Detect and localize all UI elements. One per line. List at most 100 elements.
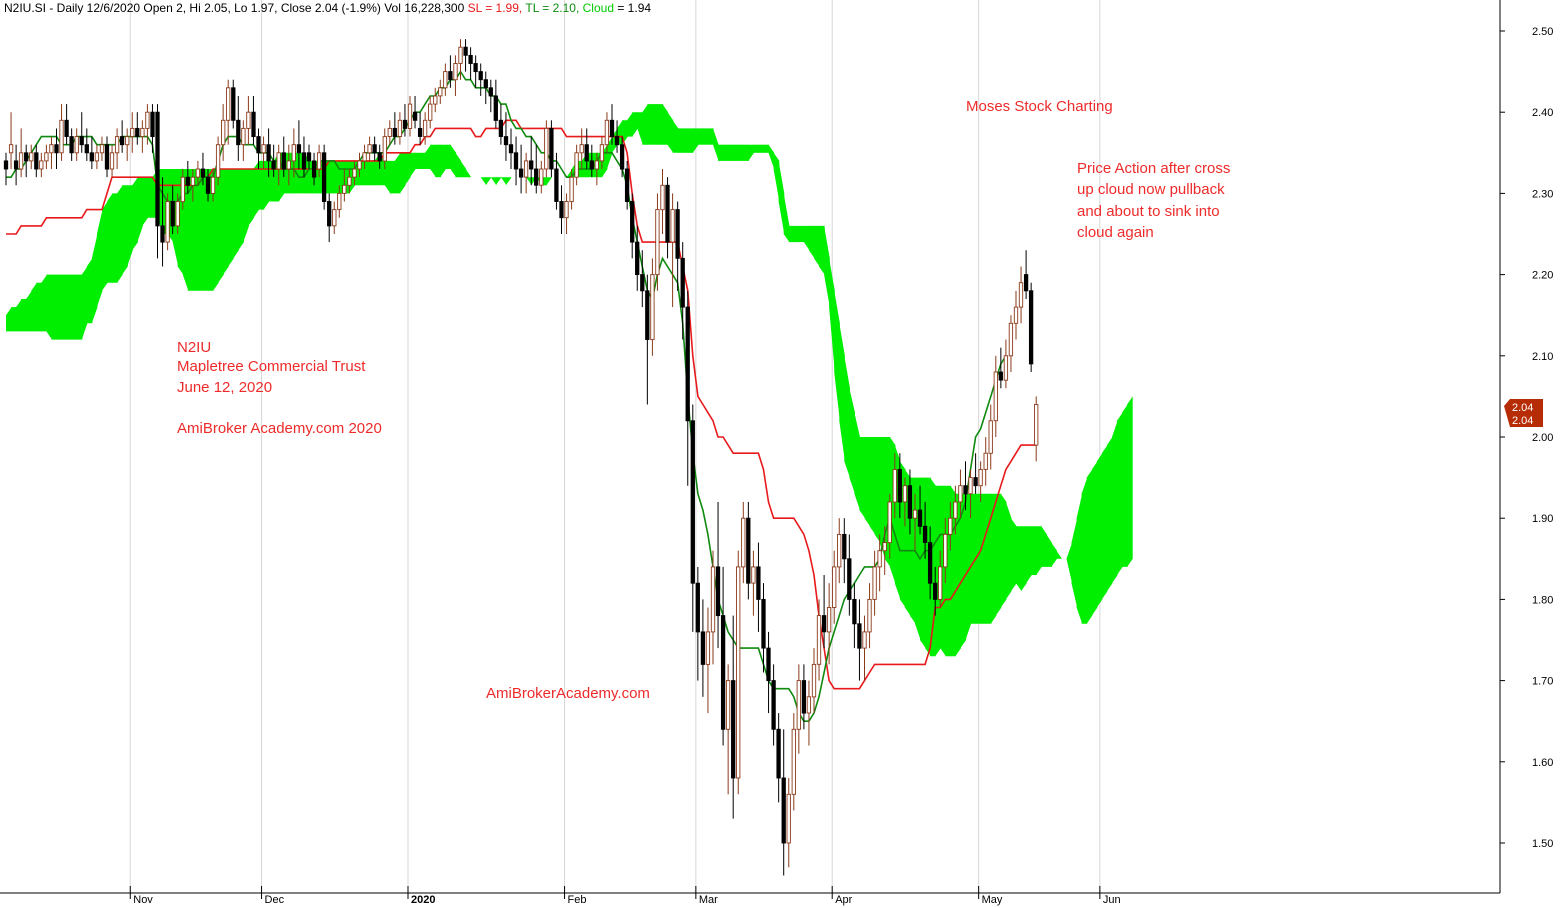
cloud-segment [248, 169, 254, 226]
candle-body [357, 160, 362, 170]
candle-body [150, 111, 155, 138]
cloud-segment [425, 144, 431, 169]
cloud-segment [783, 193, 790, 243]
candle-body [276, 152, 281, 170]
cloud-segment [41, 274, 47, 332]
cloud-segment [1081, 477, 1088, 624]
candle-body [842, 533, 847, 560]
candle [781, 729, 786, 876]
candle-body [231, 87, 236, 121]
candle-body [902, 485, 908, 503]
candle-body [741, 517, 746, 568]
cloud-segment [662, 104, 669, 145]
candle-body [185, 176, 190, 186]
candle-body [145, 111, 150, 129]
candle-body [337, 192, 342, 211]
candle [635, 225, 640, 291]
candle-body [670, 209, 675, 243]
candle-body [609, 119, 615, 137]
candle [847, 534, 852, 616]
last-price-tag: 2.04 2.04 [1504, 399, 1543, 427]
candle-body [927, 542, 933, 584]
candle [109, 144, 115, 178]
candle [291, 128, 296, 178]
cloud-segment [1076, 493, 1083, 624]
candle-body [498, 119, 504, 137]
candle-body [195, 168, 201, 178]
candle [650, 258, 655, 356]
candle [327, 193, 332, 243]
cloud-segment [763, 144, 770, 153]
candle [922, 501, 928, 559]
cloud-segment [389, 160, 396, 194]
cloud-segment [960, 493, 967, 649]
candle-body [938, 566, 943, 600]
candle-body [1028, 290, 1034, 365]
cloud-segment [394, 152, 401, 194]
cloud-segment [803, 225, 810, 251]
candle [589, 144, 594, 178]
x-tick-label: Mar [699, 894, 718, 906]
candle-body [665, 184, 670, 243]
candle-body [503, 136, 509, 146]
cloud-segment [435, 144, 441, 178]
candle-body [352, 168, 357, 178]
candle-body [39, 160, 44, 170]
candle-body [569, 176, 574, 203]
candle [422, 112, 428, 145]
candle [933, 566, 938, 616]
cloud-segment [132, 177, 138, 251]
cloud-segment [223, 169, 229, 275]
cloud-segment [758, 144, 765, 153]
cloud-segment [844, 355, 850, 478]
candle-body [816, 615, 822, 665]
cloud-segment [990, 493, 997, 624]
candle-body [18, 152, 24, 170]
candle [791, 713, 796, 811]
candle-body [1003, 355, 1009, 381]
candle [13, 144, 19, 186]
candle [145, 104, 150, 145]
candle-body [821, 615, 827, 633]
candle [417, 112, 423, 145]
candle [89, 136, 94, 170]
candle [826, 583, 832, 665]
candle [842, 518, 847, 584]
cloud-segment [1101, 445, 1108, 600]
candle [357, 152, 362, 178]
candle-body [736, 566, 741, 779]
candle-body [554, 168, 559, 202]
candle-body [493, 95, 498, 121]
candle-body [407, 103, 413, 129]
candle-body [261, 144, 266, 154]
candle-body [210, 176, 216, 194]
cloud-segment [980, 493, 987, 624]
candle [1008, 315, 1014, 373]
candle-body [241, 127, 246, 146]
cloud-segment [112, 193, 118, 283]
candle-body [69, 136, 74, 154]
candle [700, 599, 706, 697]
cloud-segment [753, 144, 759, 153]
cloud-segment [627, 112, 633, 137]
candle-body [892, 469, 897, 503]
candle-body [13, 160, 19, 170]
cloud-segment [61, 274, 68, 340]
cloud-segment [546, 177, 552, 186]
candle-body [84, 144, 89, 154]
candle-body [594, 160, 599, 170]
cloud-segment [404, 152, 411, 186]
candle [119, 120, 125, 153]
cloud-segment [369, 160, 376, 186]
candle-body [443, 71, 448, 89]
candle-body [347, 176, 352, 186]
candle-body [574, 152, 579, 178]
note-line-2: up cloud now pullback [1077, 181, 1225, 198]
candle-body [478, 71, 483, 81]
candle [912, 493, 918, 551]
candle [205, 169, 211, 202]
candle [362, 144, 367, 170]
candle [837, 518, 842, 584]
candle-body [387, 127, 392, 137]
